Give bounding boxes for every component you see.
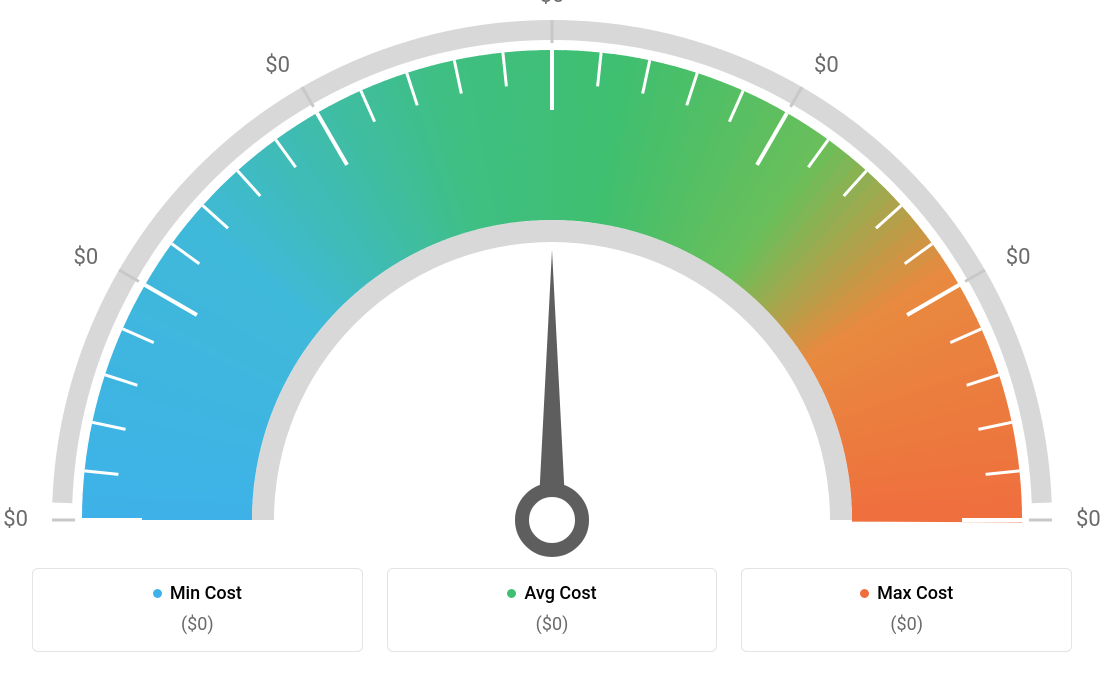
gauge-needle <box>538 250 566 520</box>
legend-label-min: Min Cost <box>170 583 242 604</box>
legend-value-min: ($0) <box>43 614 352 635</box>
gauge-chart-container: $0 $0 $0 $0 $0 $0 $0 Min Cost ($0) Avg Cost ($… <box>0 0 1104 690</box>
gauge-needle-hub <box>522 490 582 550</box>
legend-row: Min Cost ($0) Avg Cost ($0) Max Cost ($0… <box>32 568 1072 652</box>
gauge-tick-label: $0 <box>265 53 290 78</box>
gauge-area: $0 $0 $0 $0 $0 $0 $0 <box>0 0 1104 560</box>
legend-dot-avg <box>507 589 516 598</box>
gauge-tick-label: $0 <box>3 507 28 532</box>
legend-dot-max <box>860 589 869 598</box>
gauge-tick-label: $0 <box>1006 245 1031 270</box>
legend-title-min: Min Cost <box>153 583 242 604</box>
legend-label-max: Max Cost <box>877 583 953 604</box>
legend-card-min: Min Cost ($0) <box>32 568 363 652</box>
legend-title-avg: Avg Cost <box>507 583 596 604</box>
legend-value-avg: ($0) <box>398 614 707 635</box>
gauge-tick-label: $0 <box>814 53 839 78</box>
legend-label-avg: Avg Cost <box>524 583 596 604</box>
gauge-svg: $0 $0 $0 $0 $0 $0 $0 <box>0 0 1104 560</box>
gauge-tick-label: $0 <box>1076 507 1101 532</box>
legend-card-avg: Avg Cost ($0) <box>387 568 718 652</box>
gauge-tick-label: $0 <box>73 245 98 270</box>
legend-dot-min <box>153 589 162 598</box>
legend-title-max: Max Cost <box>860 583 953 604</box>
legend-card-max: Max Cost ($0) <box>741 568 1072 652</box>
gauge-tick-label: $0 <box>540 0 565 8</box>
legend-value-max: ($0) <box>752 614 1061 635</box>
